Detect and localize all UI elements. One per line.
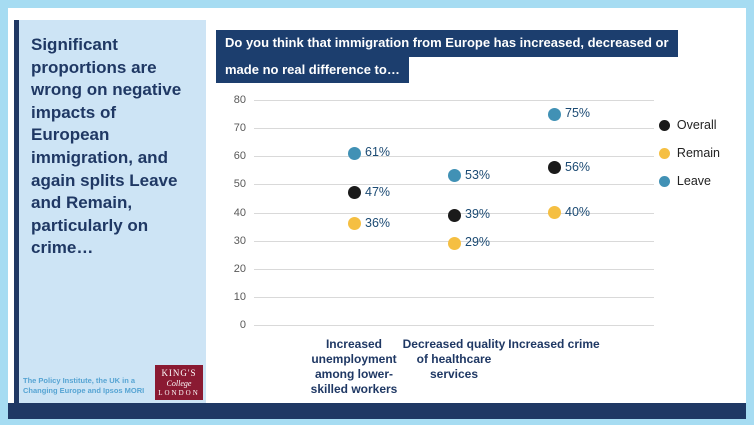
legend-item: Remain: [658, 146, 720, 160]
sidebar: Significant proportions are wrong on neg…: [14, 20, 206, 403]
y-tick-label: 20: [233, 262, 246, 275]
content-area: Significant proportions are wrong on neg…: [8, 8, 746, 403]
question-title-line-1: Do you think that immigration from Europ…: [216, 30, 678, 57]
value-label: 61%: [365, 145, 391, 160]
value-label: 53%: [465, 167, 491, 182]
legend-label: Overall: [676, 118, 717, 132]
gridline: [254, 184, 654, 186]
headline: Significant proportions are wrong on neg…: [31, 35, 182, 258]
data-point-overall: [447, 208, 461, 222]
y-tick-label: 50: [233, 178, 246, 191]
source-footnote: The Policy Institute, the UK in a Changi…: [23, 375, 145, 395]
legend-dot-leave: [658, 175, 670, 187]
y-tick-label: 30: [233, 234, 246, 247]
category-label: Increased unemployment among lower-skill…: [310, 337, 398, 396]
data-point-leave: [447, 169, 461, 183]
legend-label: Remain: [676, 146, 720, 160]
legend-item: Leave: [658, 174, 720, 188]
gridline: [254, 128, 654, 130]
data-point-remain: [447, 236, 461, 250]
value-label: 56%: [565, 159, 591, 174]
value-label: 36%: [365, 215, 391, 230]
category-label: Increased crime: [508, 337, 600, 351]
gridline: [254, 325, 654, 326]
category-label: Decreased quality of healthcare services: [402, 337, 506, 381]
gridline: [254, 100, 654, 101]
kings-college-london-logo: KING'S College LONDON: [155, 365, 203, 400]
data-point-remain: [347, 217, 361, 231]
question-title-line-2: made no real difference to…: [216, 56, 409, 84]
sidebar-accent-bar: [14, 20, 19, 403]
dot-plot-chart: 0 10 20 30 40 50 60 70 80 Increased unemployment …: [216, 92, 746, 402]
y-tick-label: 60: [233, 150, 246, 163]
data-point-leave: [347, 146, 361, 160]
y-tick-label: 80: [233, 94, 246, 106]
y-tick-label: 0: [239, 319, 246, 331]
legend-dot-remain: [658, 147, 670, 159]
gridline: [254, 296, 654, 298]
legend: Overall Remain Leave: [658, 118, 720, 202]
bottom-bar: [8, 403, 746, 419]
y-tick-label: 70: [233, 122, 246, 135]
data-point-leave: [547, 107, 561, 121]
gridline: [254, 268, 654, 270]
logo-line-1: KING'S: [161, 368, 197, 378]
legend-dot-overall: [658, 119, 670, 131]
logo-line-3: LONDON: [158, 389, 200, 397]
data-point-overall: [547, 161, 561, 174]
legend-item: Overall: [658, 118, 720, 132]
legend-label: Leave: [676, 174, 711, 188]
value-label: 40%: [565, 204, 591, 219]
logo-line-2: College: [166, 379, 192, 388]
value-label: 75%: [565, 106, 591, 121]
y-tick-label: 40: [233, 206, 246, 219]
data-point-overall: [347, 186, 361, 200]
gridline: [254, 156, 654, 158]
data-point-remain: [547, 206, 561, 219]
question-title: Do you think that immigration from Europ…: [216, 30, 678, 84]
value-label: 47%: [365, 184, 391, 199]
value-label: 29%: [465, 235, 491, 250]
y-tick-label: 10: [233, 290, 246, 303]
value-label: 39%: [465, 207, 491, 222]
